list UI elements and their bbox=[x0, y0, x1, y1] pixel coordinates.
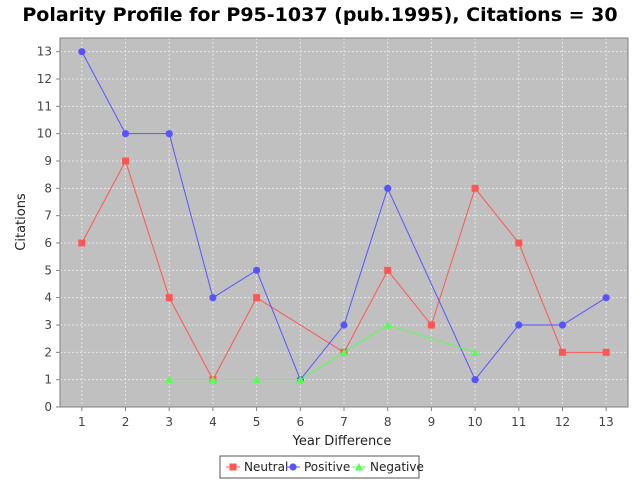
neutral-point bbox=[602, 348, 610, 356]
negative-point bbox=[208, 375, 217, 384]
x-tick-label: 9 bbox=[428, 415, 436, 429]
y-tick-label: 1 bbox=[44, 373, 52, 387]
y-tick-label: 9 bbox=[44, 154, 52, 168]
neutral-point bbox=[427, 321, 435, 329]
negative-point bbox=[296, 375, 305, 384]
x-tick-label: 13 bbox=[599, 415, 614, 429]
neutral-point bbox=[165, 294, 173, 302]
y-tick-label: 0 bbox=[44, 400, 52, 414]
y-tick-label: 3 bbox=[44, 318, 52, 332]
legend-negative-label: Negative bbox=[370, 460, 424, 474]
y-tick-label: 10 bbox=[37, 127, 52, 141]
x-tick-label: 10 bbox=[467, 415, 482, 429]
negative-point bbox=[165, 375, 174, 384]
x-tick-label: 4 bbox=[209, 415, 217, 429]
legend-negative-marker bbox=[355, 463, 363, 471]
negative-point bbox=[252, 375, 261, 384]
positive-point bbox=[253, 266, 261, 274]
negative-point bbox=[340, 348, 348, 356]
x-tick-label: 2 bbox=[122, 415, 130, 429]
x-tick-label: 6 bbox=[296, 415, 304, 429]
legend-neutral-marker bbox=[229, 463, 237, 471]
x-tick-label: 11 bbox=[511, 415, 526, 429]
negative-point bbox=[471, 348, 480, 356]
y-tick-label: 8 bbox=[44, 181, 52, 195]
chart-title: Polarity Profile for P95-1037 (pub.1995)… bbox=[22, 4, 617, 26]
positive-point bbox=[209, 294, 217, 302]
y-tick-label: 7 bbox=[44, 209, 52, 223]
neutral-point bbox=[78, 239, 86, 247]
positive-point bbox=[340, 321, 348, 329]
legend-neutral-label: Neutral bbox=[244, 460, 288, 474]
x-tick-label: 1 bbox=[78, 415, 86, 429]
neutral-point bbox=[253, 294, 261, 302]
legend-positive-marker bbox=[289, 463, 297, 471]
neutral-point bbox=[558, 348, 566, 356]
positive-line bbox=[81, 51, 607, 381]
y-tick-label: 5 bbox=[44, 263, 52, 277]
y-tick-label: 6 bbox=[44, 236, 52, 250]
negative-point bbox=[383, 321, 392, 329]
y-tick-label: 4 bbox=[44, 291, 52, 305]
y-tick-label: 12 bbox=[37, 72, 52, 86]
x-tick-label: 12 bbox=[555, 415, 570, 429]
neutral-point bbox=[122, 157, 130, 165]
x-tick-label: 3 bbox=[165, 415, 173, 429]
neutral-line bbox=[81, 159, 607, 381]
legend: Neutral Positive Negative bbox=[219, 455, 424, 479]
x-tick-label: 5 bbox=[253, 415, 261, 429]
x-tick-label: 8 bbox=[384, 415, 392, 429]
positive-point bbox=[515, 321, 523, 329]
legend-box bbox=[219, 455, 420, 479]
positive-point bbox=[165, 130, 173, 138]
neutral-point bbox=[384, 266, 392, 274]
legend-positive-label: Positive bbox=[304, 460, 350, 474]
series-negative bbox=[165, 321, 480, 384]
x-axis-label: Year Difference bbox=[292, 434, 392, 449]
positive-point bbox=[558, 321, 567, 329]
series-layer bbox=[78, 48, 610, 384]
positive-point bbox=[471, 376, 479, 384]
positive-point bbox=[78, 48, 86, 56]
x-tick-label: 7 bbox=[340, 415, 348, 429]
neutral-point bbox=[515, 239, 523, 247]
y-tick-label: 11 bbox=[37, 99, 52, 113]
y-tick-label: 2 bbox=[44, 345, 52, 359]
positive-point bbox=[602, 294, 610, 302]
positive-point bbox=[384, 184, 392, 192]
y-axis-label: Citations bbox=[14, 193, 29, 251]
positive-point bbox=[121, 130, 130, 138]
neutral-point bbox=[471, 184, 479, 192]
y-tick-label: 13 bbox=[37, 45, 52, 59]
